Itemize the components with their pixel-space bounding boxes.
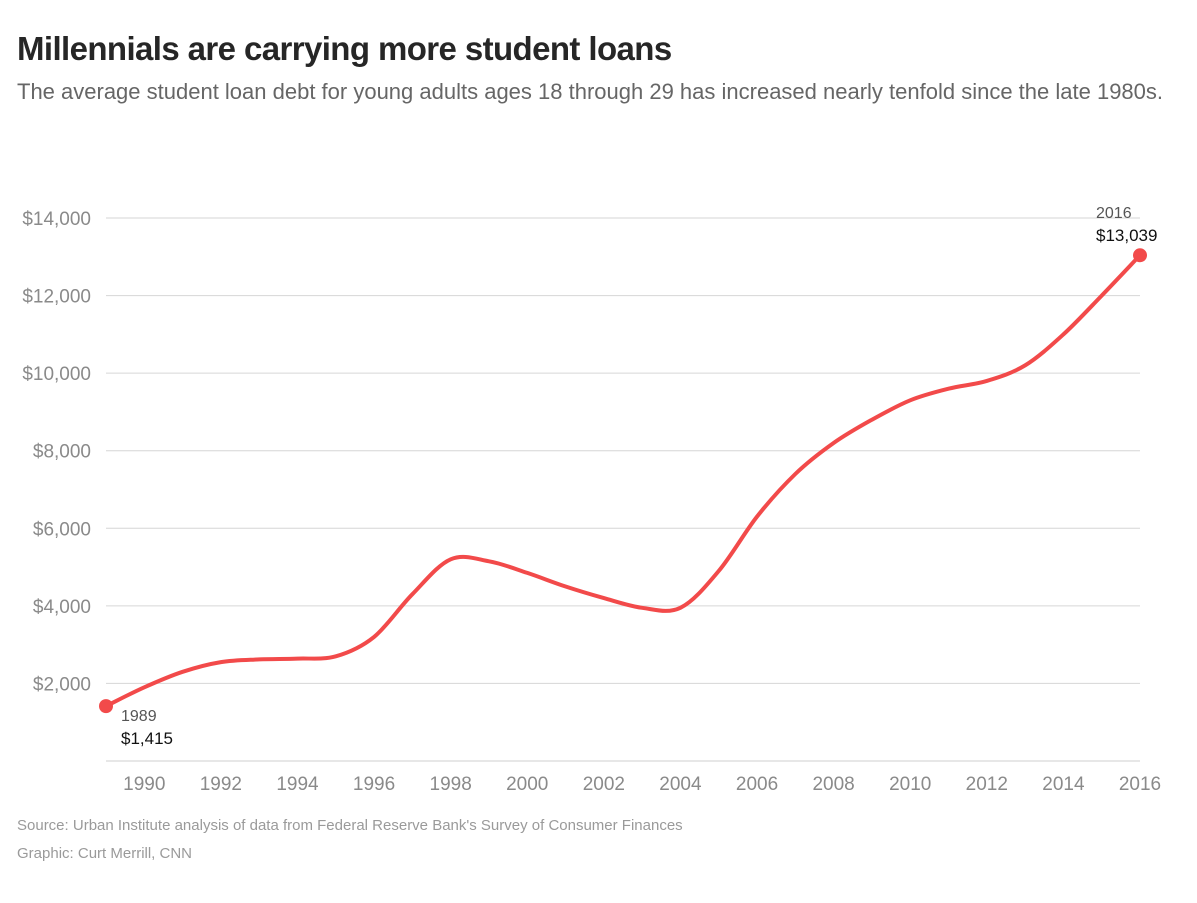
x-tick-label: 1998 <box>430 774 472 795</box>
x-tick-label: 1992 <box>200 774 242 795</box>
x-tick-label: 2006 <box>736 774 778 795</box>
chart-subtitle: The average student loan debt for young … <box>17 79 1164 104</box>
x-tick-label: 2008 <box>812 774 854 795</box>
y-tick-label: $14,000 <box>22 209 91 230</box>
x-tick-label: 2000 <box>506 774 548 795</box>
graphic-credit: Graphic: Curt Merrill, CNN <box>17 845 193 862</box>
x-tick-label: 2012 <box>966 774 1008 795</box>
x-tick-label: 1990 <box>123 774 165 795</box>
x-tick-label: 2014 <box>1042 774 1085 795</box>
y-tick-label: $2,000 <box>33 674 91 695</box>
y-tick-label: $4,000 <box>33 597 91 618</box>
y-tick-label: $6,000 <box>33 519 91 540</box>
y-tick-label: $10,000 <box>22 364 91 385</box>
annotation-start-value: $1,415 <box>121 729 173 748</box>
y-tick-label: $8,000 <box>33 442 91 463</box>
annotation-start-year: 1989 <box>121 708 157 725</box>
x-tick-label: 2016 <box>1119 774 1161 795</box>
annotation-end-value: $13,039 <box>1096 226 1157 245</box>
annotation-end-year: 2016 <box>1096 205 1132 222</box>
chart-title: Millennials are carrying more student lo… <box>17 30 672 67</box>
series-line <box>104 253 1142 709</box>
source-note: Source: Urban Institute analysis of data… <box>17 817 683 834</box>
data-point-end <box>1133 248 1147 263</box>
x-tick-label: 2002 <box>583 774 625 795</box>
x-tick-label: 2004 <box>659 774 702 795</box>
x-tick-label: 1996 <box>353 774 395 795</box>
x-tick-label: 1994 <box>276 774 319 795</box>
y-tick-label: $12,000 <box>22 287 91 308</box>
data-point-start <box>99 699 113 714</box>
x-tick-label: 2010 <box>889 774 931 795</box>
